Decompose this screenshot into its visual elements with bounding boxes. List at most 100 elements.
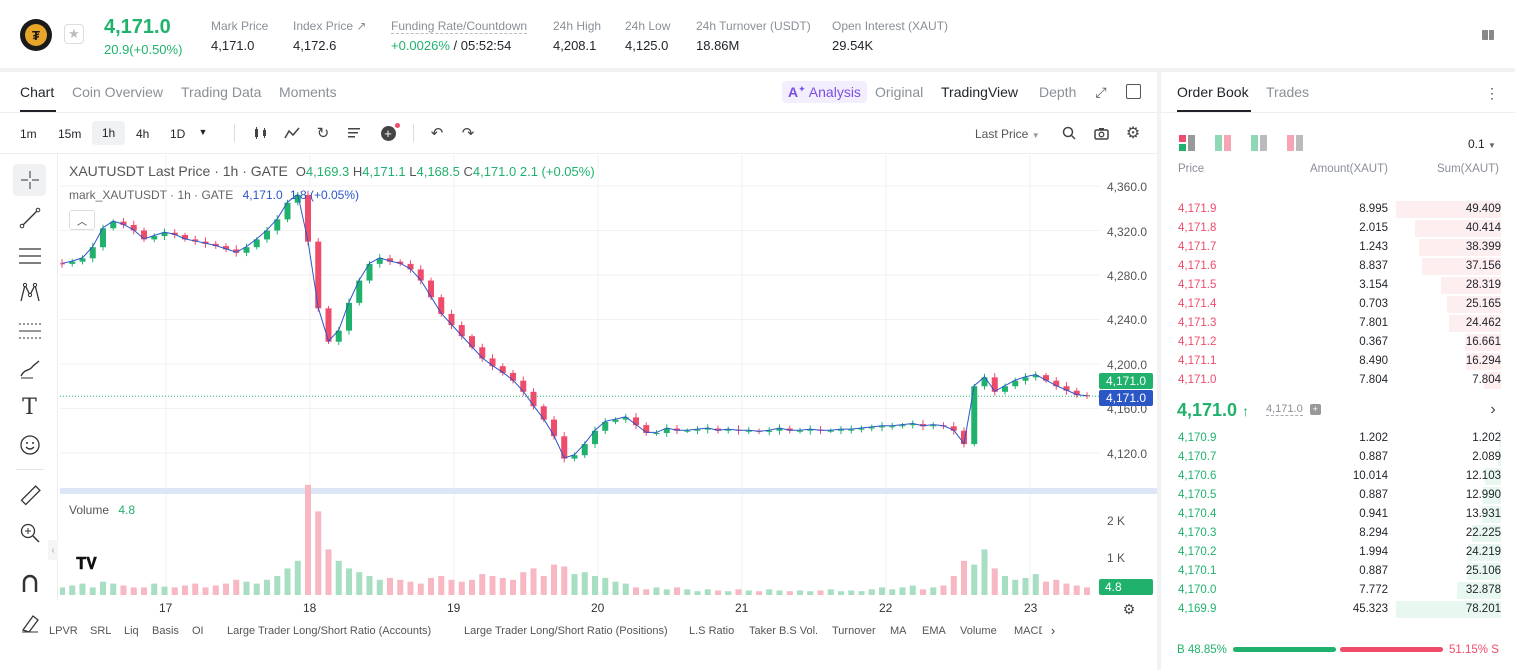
ask-row[interactable]: 4,171.9 8.995 49.409	[1160, 200, 1515, 219]
add-indicator-icon[interactable]: +	[379, 123, 400, 142]
candles-icon[interactable]	[252, 124, 270, 142]
indicators-scroll-right-icon[interactable]: ›	[1050, 622, 1056, 638]
favorite-star-icon[interactable]: ★	[64, 24, 84, 44]
view-analysis-button[interactable]: A✦ Analysis	[782, 81, 867, 103]
ask-row[interactable]: 4,171.6 8.837 37.156	[1160, 257, 1515, 276]
indicator-ls-accounts[interactable]: Large Trader Long/Short Ratio (Accounts)	[227, 625, 432, 637]
indicator-oi[interactable]: OI	[192, 625, 204, 637]
indicator-macd[interactable]: MACD	[1014, 625, 1042, 637]
ruler-tool-icon[interactable]	[13, 480, 46, 512]
templates-icon[interactable]	[346, 124, 364, 142]
tab-order-book[interactable]: Order Book	[1177, 84, 1249, 100]
expand-icon[interactable]: ⤢	[1095, 83, 1107, 100]
brush-tool-icon[interactable]	[13, 353, 46, 385]
collapse-legend-icon[interactable]: ︿	[69, 210, 95, 230]
undo-icon[interactable]: ↶	[430, 125, 444, 142]
view-tradingview[interactable]: TradingView	[941, 84, 1019, 100]
interval-1h-active[interactable]: 1h	[92, 121, 125, 145]
stat-label-index-price[interactable]: Index Price ↗	[293, 19, 367, 33]
interval-4h[interactable]: 4h	[136, 127, 150, 141]
indicators-icon[interactable]	[283, 124, 301, 142]
ask-row[interactable]: 4,171.0 7.804 7.804	[1160, 371, 1515, 390]
text-tool-icon[interactable]: T	[22, 394, 37, 420]
crosshair-tool-icon[interactable]	[13, 164, 46, 196]
tab-moments[interactable]: Moments	[279, 84, 337, 100]
collapse-toolbar-icon[interactable]: ‹	[48, 540, 58, 560]
ask-row[interactable]: 4,171.2 0.367 16.661	[1160, 333, 1515, 352]
indicator-ma[interactable]: MA	[890, 625, 907, 637]
indicator-basis[interactable]: Basis	[152, 625, 179, 637]
horizontal-lines-tool-icon[interactable]	[13, 240, 46, 272]
zoom-tool-icon[interactable]	[13, 517, 46, 549]
indicator-lpvr[interactable]: LPVR	[49, 625, 78, 637]
view-both-alt-icon[interactable]	[1214, 134, 1232, 152]
emoji-tool-icon[interactable]	[13, 429, 46, 461]
bid-row[interactable]: 4,170.0 7.772 32.878	[1160, 581, 1515, 600]
camera-icon[interactable]	[1092, 124, 1110, 142]
chevron-right-icon[interactable]: ›	[1490, 401, 1496, 418]
notes-icon[interactable]	[1479, 26, 1497, 44]
pattern-tool-icon[interactable]	[13, 277, 46, 309]
bid-row[interactable]: 4,170.9 1.202 1.202	[1160, 429, 1515, 448]
tab-coin-overview[interactable]: Coin Overview	[72, 84, 164, 100]
volume-tick: 1 K	[1107, 551, 1126, 565]
precision-select[interactable]: 0.1 ▼	[1468, 137, 1496, 151]
ask-row[interactable]: 4,171.7 1.243 38.399	[1160, 238, 1515, 257]
indicator-liq[interactable]: Liq	[124, 625, 139, 637]
indicator-ema[interactable]: EMA	[922, 625, 946, 637]
replay-icon[interactable]: ↻	[316, 125, 330, 142]
indicator-ls-ratio[interactable]: L.S Ratio	[689, 625, 735, 637]
order-sum: 25.106	[1465, 565, 1501, 577]
view-depth[interactable]: Depth	[1039, 84, 1077, 100]
bid-row[interactable]: 4,170.6 10.014 12.103	[1160, 467, 1515, 486]
volume-tick: 2 K	[1107, 514, 1126, 528]
ask-row[interactable]: 4,171.3 7.801 24.462	[1160, 314, 1515, 333]
redo-icon[interactable]: ↷	[461, 125, 475, 142]
mark-price-tag: 4,171.0	[1099, 390, 1153, 406]
depth-bar	[1447, 296, 1501, 313]
interval-1m[interactable]: 1m	[20, 127, 37, 141]
view-asks-icon[interactable]	[1286, 134, 1304, 152]
search-icon[interactable]	[1060, 124, 1078, 142]
eraser-tool-icon[interactable]	[13, 607, 46, 639]
bid-row[interactable]: 4,170.5 0.887 12.990	[1160, 486, 1515, 505]
fib-tool-icon[interactable]	[13, 315, 46, 347]
interval-15m[interactable]: 15m	[58, 127, 82, 141]
depth-bar	[1485, 468, 1501, 485]
ask-row[interactable]: 4,171.5 3.154 28.319	[1160, 276, 1515, 295]
tab-trades[interactable]: Trades	[1266, 84, 1310, 100]
indicator-volume[interactable]: Volume	[960, 625, 997, 637]
settings-gear-icon[interactable]: ⚙	[1125, 125, 1141, 142]
ask-row[interactable]: 4,171.4 0.703 25.165	[1160, 295, 1515, 314]
ask-row[interactable]: 4,171.1 8.490 16.294	[1160, 352, 1515, 371]
indicator-srl[interactable]: SRL	[90, 625, 112, 637]
indicator-taker-vol[interactable]: Taker B.S Vol.	[749, 625, 819, 637]
view-both-icon[interactable]	[1178, 134, 1196, 152]
chart-settings-icon[interactable]: ⚙	[1122, 600, 1136, 617]
window-icon[interactable]	[1126, 84, 1141, 99]
volume-bar	[991, 568, 998, 595]
bid-row[interactable]: 4,170.1 0.887 25.106	[1160, 562, 1515, 581]
view-original[interactable]: Original	[875, 84, 924, 100]
magnet-tool-icon[interactable]	[13, 568, 46, 600]
indicator-turnover[interactable]: Turnover	[832, 625, 876, 637]
tab-chart[interactable]: Chart	[20, 84, 55, 100]
more-vertical-icon[interactable]: ⋮	[1485, 84, 1499, 101]
order-price: 4,171.0	[1178, 374, 1217, 386]
bid-row[interactable]: 4,170.3 8.294 22.225	[1160, 524, 1515, 543]
interval-1d[interactable]: 1D	[170, 127, 186, 141]
ask-row[interactable]: 4,171.8 2.015 40.414	[1160, 219, 1515, 238]
bid-row[interactable]: 4,169.9 45.323 78.201	[1160, 600, 1515, 619]
trendline-tool-icon[interactable]	[13, 202, 46, 234]
bid-row[interactable]: 4,170.4 0.941 13.931	[1160, 505, 1515, 524]
view-bids-icon[interactable]	[1250, 134, 1268, 152]
tab-trading-data[interactable]: Trading Data	[181, 84, 262, 100]
price-type-select[interactable]: Last Price ▼	[975, 127, 1040, 141]
candle-body	[961, 430, 967, 445]
ob-mid-price[interactable]: 4,171.0 ↑	[1177, 400, 1250, 420]
indicator-ls-positions[interactable]: Large Trader Long/Short Ratio (Positions…	[464, 625, 668, 637]
bid-row[interactable]: 4,170.7 0.887 2.089	[1160, 448, 1515, 467]
price-chart[interactable]	[60, 155, 1157, 600]
bid-row[interactable]: 4,170.2 1.994 24.219	[1160, 543, 1515, 562]
interval-dropdown-icon[interactable]: ▼	[198, 127, 208, 137]
